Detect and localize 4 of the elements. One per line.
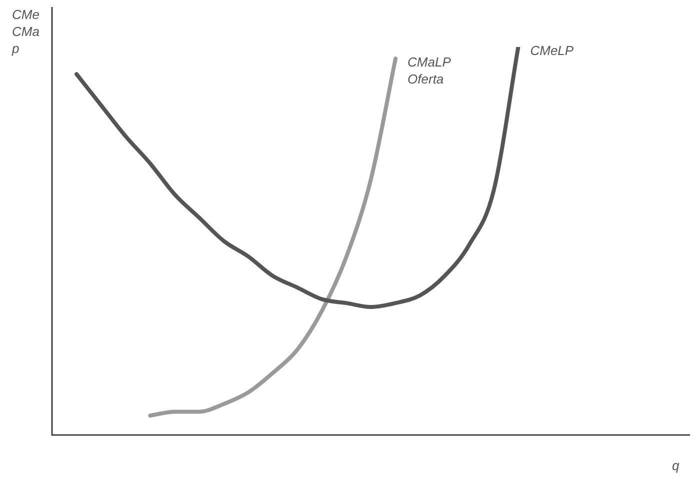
series-label: CMeLP (530, 43, 574, 58)
y-axis-title: CMe CMa p (12, 6, 40, 57)
x-axis-title: q (672, 458, 680, 473)
series-label: CMaLP Oferta (408, 54, 452, 87)
